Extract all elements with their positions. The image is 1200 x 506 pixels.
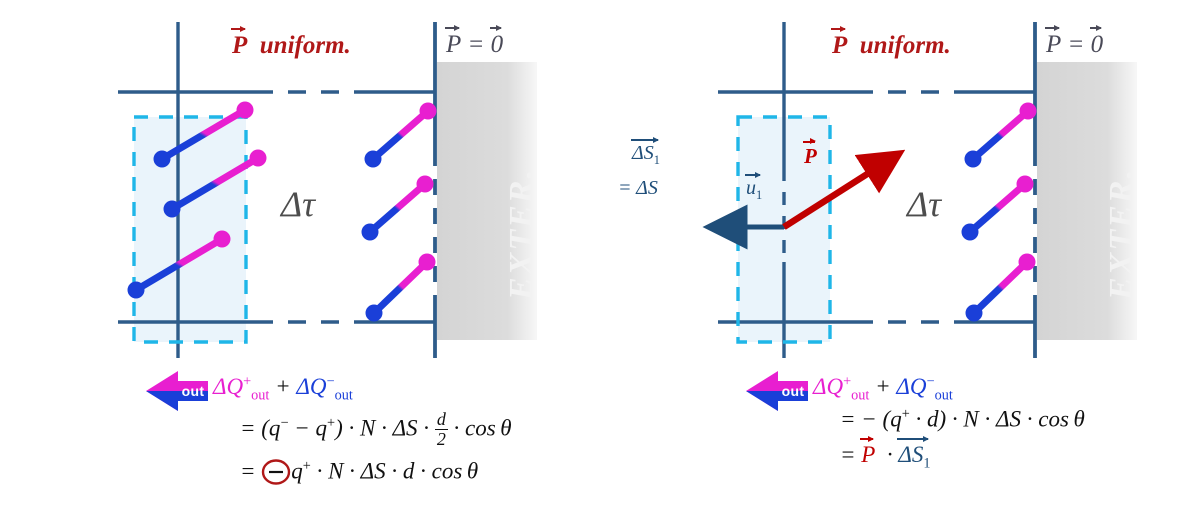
- surface-element-box-fill: [134, 117, 246, 342]
- dipole: [961, 175, 1034, 241]
- plus-sign: +: [875, 373, 891, 399]
- dipole: [365, 253, 436, 322]
- exterior-label: EXTER.: [503, 168, 540, 300]
- out-badge-label: out: [781, 383, 805, 399]
- delta-s1-equals-label: = ΔS: [618, 177, 658, 199]
- dipole: [127, 230, 231, 299]
- volume-label: Δτ: [281, 184, 316, 224]
- plus-sign: +: [275, 373, 291, 399]
- equation-line-1: ΔQ+out + ΔQ−out: [813, 373, 953, 404]
- dipole: [364, 102, 437, 168]
- delta-q-plus-out: ΔQ+out: [813, 373, 870, 404]
- volume-label: Δτ: [907, 184, 942, 224]
- surface-element-box: [132, 115, 248, 344]
- out-arrow: [146, 371, 208, 411]
- polarization-label: P: [803, 138, 817, 169]
- surface-element-box: [736, 115, 832, 344]
- equation-line-3: = P · ΔS1: [840, 436, 930, 473]
- delta-q-plus-out: ΔQ+out: [213, 373, 270, 404]
- right-figure: [702, 22, 1137, 411]
- panel-right: EXTER. P uniform. P = 0 ΔS1 = ΔS u1 P Δτ…: [600, 0, 1200, 506]
- circled-minus-icon: [261, 458, 291, 485]
- left-figure: [118, 22, 537, 411]
- delta-s1-vector-symbol: ΔS1: [897, 436, 930, 472]
- header-p-uniform: P uniform.: [231, 25, 351, 60]
- dipole-group-outer: [961, 102, 1037, 322]
- polarization-vector: [782, 149, 906, 230]
- dipole: [153, 101, 254, 168]
- dipole: [361, 175, 434, 241]
- equation-line-3: = q+ · N · ΔS · d · cos θ: [240, 458, 479, 485]
- dipole: [965, 253, 1036, 322]
- dipole-group-outer: [361, 102, 437, 322]
- delta-s1-label: ΔS1: [631, 136, 660, 168]
- uniform-word: uniform.: [859, 32, 951, 59]
- out-badge-label: out: [181, 383, 205, 399]
- out-arrow: [746, 371, 808, 411]
- exterior-region: [1037, 62, 1137, 340]
- header-p-zero: P = 0: [1045, 24, 1103, 59]
- delta-q-minus-out: ΔQ−out: [896, 373, 953, 404]
- u1-label: u1: [745, 171, 762, 203]
- panel-left: EXTER. P uniform. P = 0 Δτ out ΔQ+out + …: [118, 22, 540, 485]
- header-p-uniform: P uniform.: [831, 25, 951, 60]
- dipole-group-inner: [127, 101, 267, 299]
- delta-q-minus-out: ΔQ−out: [296, 373, 353, 404]
- dipole: [964, 102, 1037, 168]
- header-p-zero: P = 0: [445, 24, 503, 59]
- dipole: [163, 149, 267, 218]
- p-vector-symbol: P: [860, 436, 875, 467]
- equation-line-1: ΔQ+out + ΔQ−out: [213, 373, 353, 404]
- equation-line-2: = − (q+ · d) · N · ΔS · cos θ: [840, 406, 1085, 432]
- exterior-region: [437, 62, 537, 340]
- exterior-label: EXTER.: [1103, 168, 1140, 300]
- uniform-word: uniform.: [259, 32, 351, 59]
